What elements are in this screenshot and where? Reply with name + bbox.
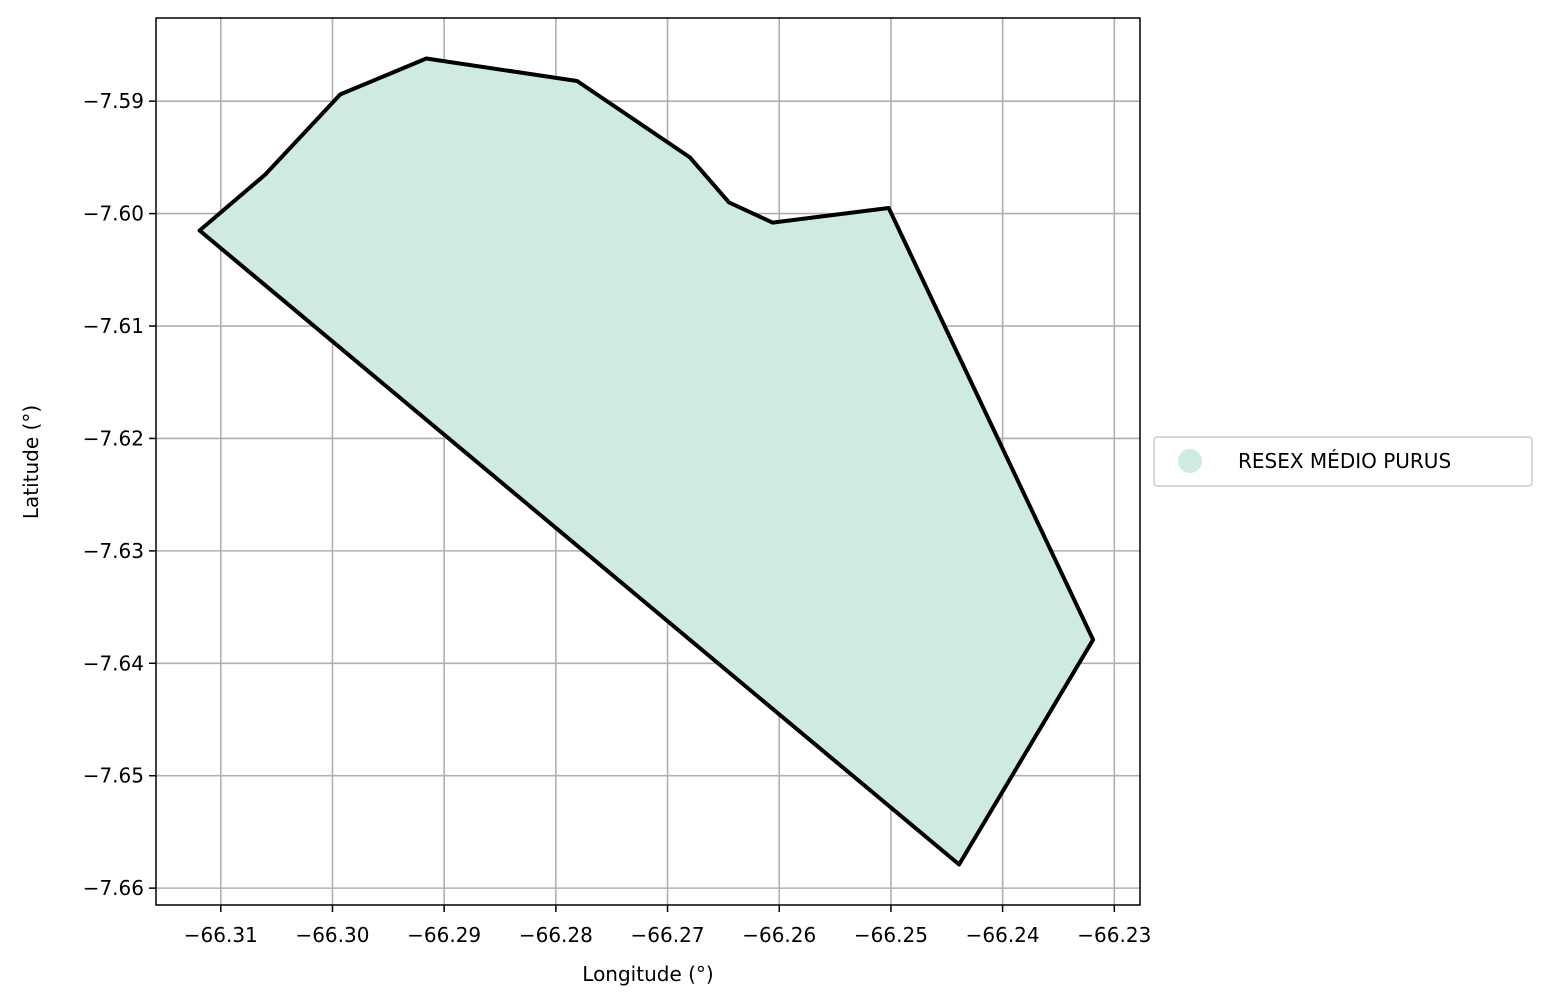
y-tick-label: −7.65 bbox=[83, 764, 144, 788]
x-axis-title: Longitude (°) bbox=[582, 962, 713, 986]
legend: RESEX MÉDIO PURUS bbox=[1153, 436, 1533, 487]
x-tick-label: −66.29 bbox=[407, 923, 481, 947]
x-tick-label: −66.27 bbox=[631, 923, 705, 947]
y-tick-label: −7.66 bbox=[83, 876, 144, 900]
y-tick-label: −7.64 bbox=[83, 651, 144, 675]
x-tick-label: −66.30 bbox=[295, 923, 369, 947]
y-axis-ticks: −7.59 −7.60 −7.61 −7.62 −7.63 −7.64 −7.65 −7.66 bbox=[83, 89, 156, 900]
y-tick-label: −7.61 bbox=[83, 314, 144, 338]
y-axis-title: Latitude (°) bbox=[19, 405, 43, 519]
x-tick-label: −66.24 bbox=[966, 923, 1040, 947]
x-tick-label: −66.31 bbox=[184, 923, 258, 947]
x-axis-ticks: −66.31 −66.30 −66.29 −66.28 −66.27 −66.26 −66.… bbox=[184, 905, 1151, 947]
x-tick-label: −66.25 bbox=[854, 923, 928, 947]
plot-frame bbox=[155, 17, 1141, 906]
x-tick-label: −66.26 bbox=[742, 923, 816, 947]
x-tick-label: −66.28 bbox=[519, 923, 593, 947]
legend-box bbox=[1153, 436, 1533, 487]
y-tick-label: −7.60 bbox=[83, 202, 144, 226]
y-tick-label: −7.62 bbox=[83, 426, 144, 450]
polygon-layer bbox=[197, 56, 1096, 867]
legend-marker-resex-medio-purus bbox=[1178, 449, 1202, 473]
protected-area-polygon bbox=[197, 56, 1096, 867]
y-tick-label: −7.63 bbox=[83, 539, 144, 563]
x-tick-label: −66.23 bbox=[1077, 923, 1151, 947]
legend-label-resex-medio-purus: RESEX MÉDIO PURUS bbox=[1238, 449, 1451, 473]
y-tick-label: −7.59 bbox=[83, 89, 144, 113]
